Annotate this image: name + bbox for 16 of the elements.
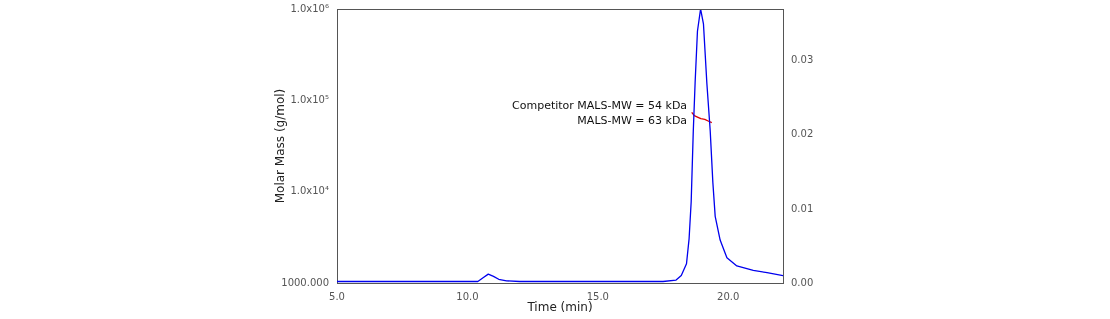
x-tick-label: 15.0 xyxy=(586,290,609,302)
y-axis-title: Molar Mass (g/mol) xyxy=(273,88,288,204)
y-tick-label: 1.0x10⁴ xyxy=(290,185,329,197)
annotation: MALS-MW = 63 kDa xyxy=(577,114,688,128)
y-tick-label: 1.0x10⁵ xyxy=(290,93,329,105)
x-tick-label: 20.0 xyxy=(717,290,740,302)
y2-tick-label: 0.02 xyxy=(791,128,814,140)
y2-tick-label: 0.01 xyxy=(791,202,814,214)
x-tick-label: 5.0 xyxy=(329,290,345,302)
annotation: Competitor MALS-MW = 54 kDa xyxy=(512,99,688,113)
x-axis-title: Time (min) xyxy=(526,299,593,314)
y-tick-label: 1.0x10⁶ xyxy=(290,2,329,14)
x-tick-label: 10.0 xyxy=(456,290,479,302)
y-tick-label: 1000.000 xyxy=(281,276,329,288)
y2-tick-label: 0.00 xyxy=(791,276,814,288)
y2-tick-label: 0.03 xyxy=(791,54,814,66)
